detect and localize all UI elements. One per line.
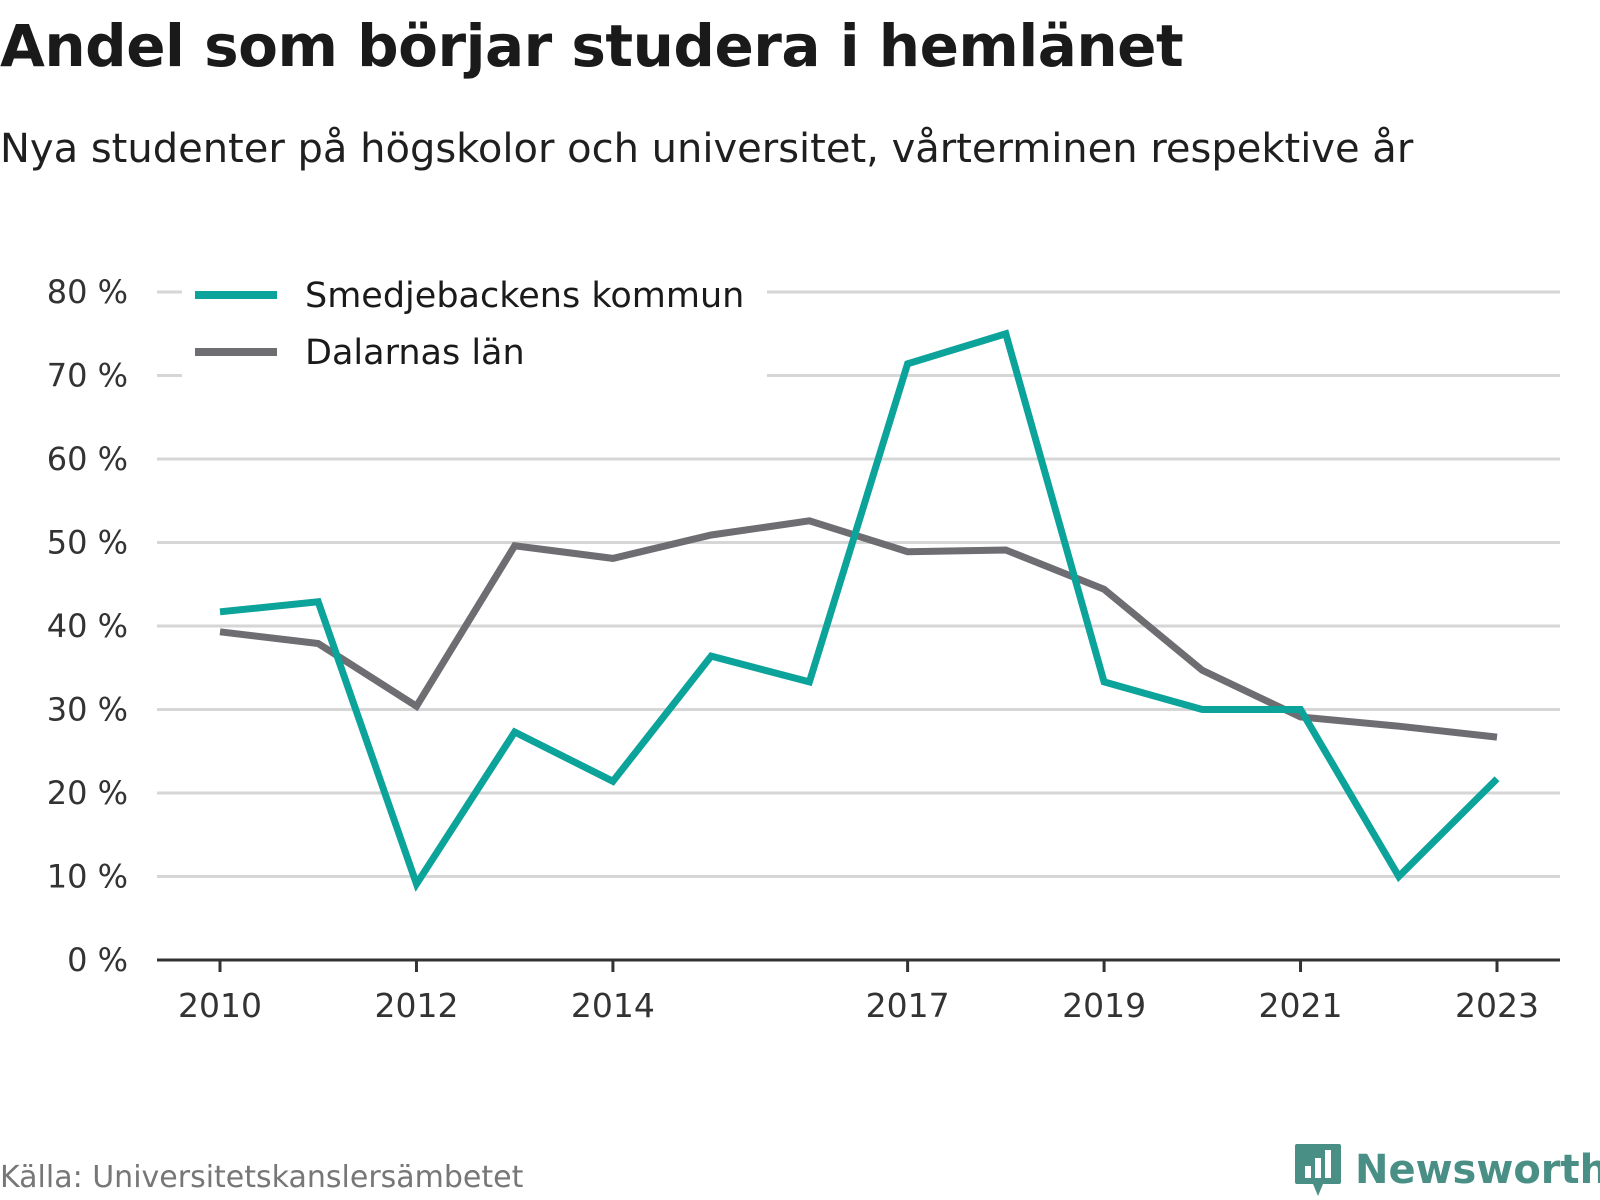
chart-title: Andel som börjar studera i hemlänet: [0, 12, 1184, 80]
legend-label: Smedjebackens kommun: [305, 276, 744, 316]
y-tick-label: 70 %: [47, 357, 128, 395]
legend-background: [182, 262, 767, 380]
y-tick-label: 10 %: [47, 858, 128, 896]
x-tick-label: 2021: [1259, 986, 1343, 1025]
x-tick-label: 2014: [571, 986, 655, 1025]
chart-subtitle: Nya studenter på högskolor och universit…: [0, 126, 1414, 172]
x-tick-label: 2019: [1062, 986, 1146, 1025]
brand-name: Newsworthy: [1355, 1147, 1600, 1193]
y-tick-label: 30 %: [47, 691, 128, 729]
source-note: Källa: Universitetskanslersämbetet: [0, 1160, 524, 1195]
y-tick-label: 40 %: [47, 607, 128, 645]
x-tick-label: 2010: [178, 986, 262, 1025]
series-line: [219, 329, 1500, 892]
y-tick-label: 20 %: [47, 774, 128, 812]
x-tick-label: 2012: [374, 986, 458, 1025]
newsworthy-logo-icon: [1295, 1144, 1341, 1196]
y-tick-label: 0 %: [67, 941, 128, 979]
y-tick-label: 50 %: [47, 524, 128, 562]
y-tick-label: 60 %: [47, 440, 128, 478]
x-tick-label: 2023: [1455, 986, 1539, 1025]
series-line: [219, 517, 1498, 741]
brand-logo: Newsworthy: [1293, 1142, 1600, 1198]
y-tick-label: 80 %: [47, 273, 128, 311]
legend-label: Dalarnas län: [305, 333, 525, 373]
x-tick-label: 2017: [866, 986, 950, 1025]
